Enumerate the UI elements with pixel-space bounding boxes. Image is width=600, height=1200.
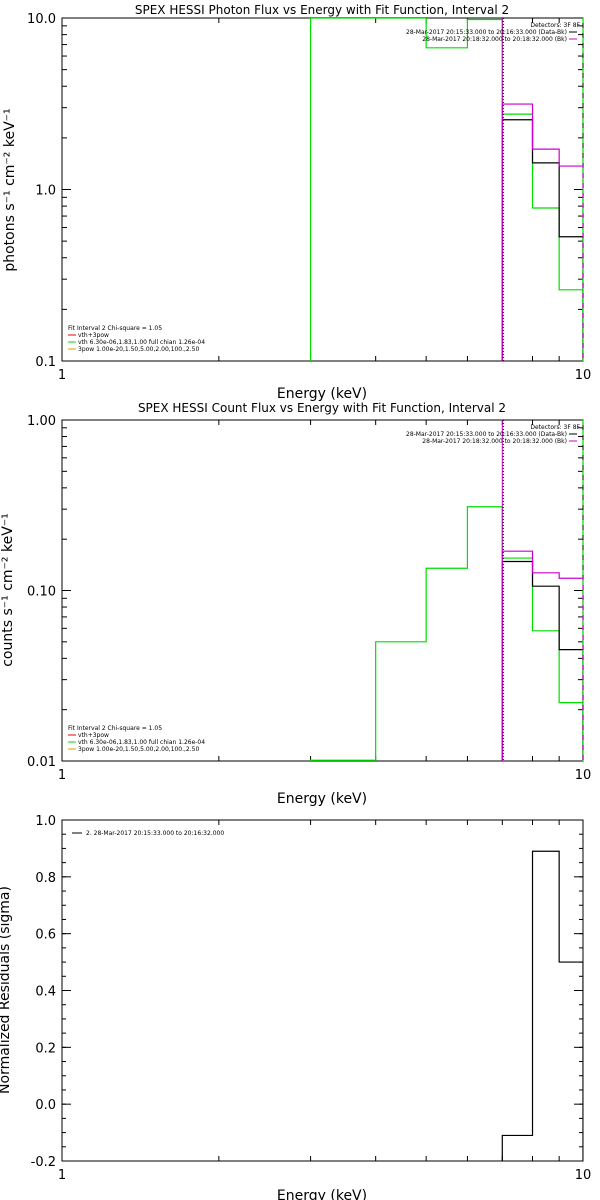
residuals-y-tick-label: 0.6 [35, 928, 56, 943]
photon-flux-fit-legend-label: vth 6.30e-06,1.83,1.00 full chian 1.26e-… [78, 339, 205, 346]
count-flux-y-tick-label: 0.10 [27, 585, 56, 600]
residuals-y-tick-label: 0.0 [35, 1098, 56, 1113]
count-flux-y-tick-label: 1.00 [27, 414, 56, 429]
residuals-plot-area [501, 850, 583, 1161]
residuals-xlabel: Energy (keV) [277, 1188, 367, 1200]
count-flux-xlabel: Energy (keV) [277, 791, 367, 807]
residuals-y-tick-label: 0.2 [35, 1041, 56, 1056]
photon-flux-title: SPEX HESSI Photon Flux vs Energy with Fi… [135, 3, 509, 17]
count-flux-title: SPEX HESSI Count Flux vs Energy with Fit… [138, 401, 506, 415]
residuals-x-tick-label: 10 [575, 1168, 592, 1183]
count-flux-x-tick-label: 1 [58, 768, 66, 783]
photon-flux-fit-legend-header: Fit Interval 2 Chi-square = 1.05 [68, 325, 162, 332]
count-flux-fit-legend-label: vth 6.30e-06,1.83,1.00 full chian 1.26e-… [78, 739, 205, 746]
count-flux-legend-label: 28-Mar-2017 20:15:33.000 to 20:16:33.000… [406, 431, 567, 438]
photon-flux-x-tick-label: 10 [575, 368, 592, 383]
residuals-y-tick-label: 0.8 [35, 871, 56, 886]
count-flux-panel: SPEX HESSI Count Flux vs Energy with Fit… [0, 401, 591, 807]
count-flux-series-black [501, 560, 583, 761]
photon-flux-y-tick-label: 10.0 [27, 12, 56, 27]
photon-flux-fit-legend-label: vth+3pow [78, 332, 109, 339]
residuals-x-tick-label: 1 [58, 1168, 66, 1183]
residuals-legend-label: 2. 28-Mar-2017 20:15:33.000 to 20:16:32.… [86, 830, 224, 837]
count-flux-series-green [309, 506, 583, 761]
photon-flux-ylabel: photons s⁻¹ cm⁻² keV⁻¹ [2, 108, 18, 271]
photon-flux-legend-label: 28-Mar-2017 20:18:32.000 to 20:18:32.000… [422, 36, 567, 43]
count-flux-legend-header: Detectors: 3F 8F [530, 424, 580, 431]
count-flux-x-tick-label: 10 [575, 768, 592, 783]
photon-flux-fit-legend-label: 3pow 1.00e-20,1.50,5.00,2.00,100.,2.50 [78, 346, 199, 353]
count-flux-series-magenta [501, 550, 583, 761]
photon-flux-y-tick-label: 0.1 [35, 355, 56, 370]
photon-flux-panel: SPEX HESSI Photon Flux vs Energy with Fi… [2, 3, 591, 402]
photon-flux-series-magenta [501, 103, 583, 361]
count-flux-legend-label: 28-Mar-2017 20:18:32.000 to 20:18:32.000… [422, 438, 567, 445]
photon-flux-x-tick-label: 1 [58, 368, 66, 383]
count-flux-ylabel: counts s⁻¹ cm⁻² keV⁻¹ [0, 513, 16, 667]
residuals-ylabel: Normalized Residuals (sigma) [0, 886, 13, 1094]
count-flux-fit-legend-label: vth+3pow [78, 732, 109, 739]
photon-flux-series-black [501, 119, 583, 361]
count-flux-y-tick-label: 0.01 [27, 755, 56, 770]
residuals-y-tick-label: 0.4 [35, 985, 56, 1000]
residuals-y-tick-label: -0.2 [31, 1155, 56, 1170]
photon-flux-legend-header: Detectors: 3F 8F [530, 22, 580, 29]
count-flux-plot-area [309, 506, 583, 761]
count-flux-fit-legend-label: 3pow 1.00e-20,1.50,5.00,2.00,100.,2.50 [78, 746, 199, 753]
photon-flux-y-tick-label: 1.0 [35, 184, 56, 199]
count-flux-fit-legend-header: Fit Interval 2 Chi-square = 1.05 [68, 725, 162, 732]
residuals-panel: Energy (keV) Normalized Residuals (sigma… [0, 814, 591, 1200]
residuals-series-black [501, 850, 583, 1161]
photon-flux-xlabel: Energy (keV) [277, 386, 367, 402]
photon-flux-legend-label: 28-Mar-2017 20:15:33.000 to 20:16:33.000… [406, 29, 567, 36]
residuals-y-tick-label: 1.0 [35, 814, 56, 829]
